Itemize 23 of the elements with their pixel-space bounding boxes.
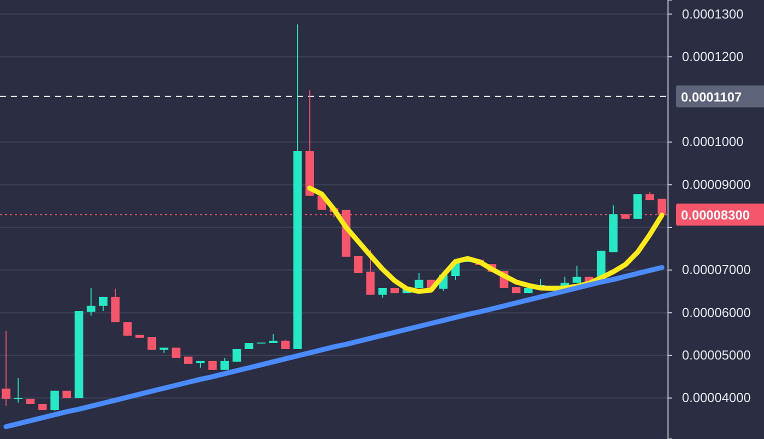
candlestick <box>172 347 180 358</box>
candlestick <box>14 377 22 404</box>
candlestick <box>366 250 375 296</box>
ref-line-label: 0.00008300 <box>681 208 750 223</box>
candlestick <box>86 287 96 316</box>
candlestick <box>232 348 242 362</box>
y-tick-label: 0.00007000 <box>682 262 751 278</box>
y-tick-label: 0.00005000 <box>682 348 751 363</box>
candlestick <box>220 357 229 370</box>
y-tick-label: 0.00006000 <box>682 304 751 320</box>
candlestick <box>572 265 582 284</box>
y-tick-label: 0.0001200 <box>682 48 744 64</box>
candlestick <box>148 336 156 350</box>
candlestick <box>50 390 59 412</box>
y-tick-label: 0.00009000 <box>682 176 751 192</box>
candlestick <box>2 330 10 406</box>
candlestick <box>98 296 108 312</box>
ref-line-label: 0.0001107 <box>681 89 742 104</box>
y-tick-label: 0.0001000 <box>682 134 744 150</box>
y-tick-label: 0.0001300 <box>682 6 744 22</box>
y-tick-label: 0.00004000 <box>682 390 751 406</box>
candlestick <box>414 272 424 288</box>
candlestick <box>123 322 132 336</box>
